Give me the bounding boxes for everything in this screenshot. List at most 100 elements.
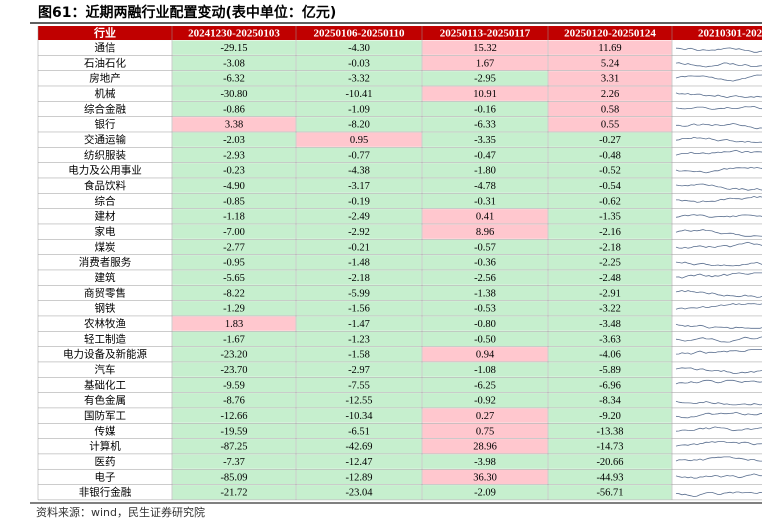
cell-bg: [172, 239, 296, 255]
cell-bg: [548, 423, 672, 439]
sparkline: [675, 261, 762, 267]
value-cell: -2.93: [223, 150, 245, 161]
sparkline: [675, 411, 762, 419]
value-cell: -0.77: [348, 150, 370, 161]
cell-bg: [172, 301, 296, 316]
value-cell: -3.08: [223, 58, 245, 69]
value-cell: -0.80: [474, 319, 496, 330]
cell-bg: [422, 439, 548, 454]
value-cell: -4.78: [474, 181, 496, 192]
cell-bg: [296, 439, 422, 454]
cell-bg: [548, 86, 672, 101]
sparkline: [675, 166, 762, 174]
cell-bg: [548, 193, 672, 209]
value-cell: -4.06: [599, 350, 621, 361]
value-cell: -5.65: [223, 273, 245, 284]
cell-bg: [172, 55, 296, 71]
value-cell: -87.25: [220, 442, 247, 453]
industry-cell: 家电: [95, 225, 116, 238]
sparkline: [675, 149, 762, 156]
industry-cell: 电力设备及新能源: [63, 348, 147, 361]
cell-bg: [422, 485, 548, 500]
cell-bg: [548, 469, 672, 485]
value-cell: -0.36: [474, 258, 496, 269]
cell-bg: [422, 362, 548, 377]
value-cell: -1.67: [223, 334, 245, 345]
sparkline: [675, 136, 762, 143]
column-header: 20250106-20250110: [313, 28, 405, 40]
cell-bg: [422, 239, 548, 255]
value-cell: -12.89: [345, 472, 372, 483]
value-cell: -3.32: [348, 74, 370, 85]
value-cell: -2.16: [599, 227, 621, 238]
industry-cell: 建筑: [95, 271, 116, 284]
cell-bg: [422, 163, 548, 178]
value-cell: 8.96: [476, 227, 494, 238]
cell-bg: [296, 193, 422, 209]
cell-bg: [548, 331, 672, 347]
industry-cell: 传媒: [95, 424, 116, 437]
value-cell: -1.38: [474, 288, 496, 299]
cell-bg: [422, 255, 548, 270]
sparkline: [675, 491, 762, 498]
cell-bg: [296, 270, 422, 285]
cell-bg: [548, 454, 672, 469]
cell-bg: [172, 454, 296, 469]
column-header: 20250120-20250124: [564, 28, 656, 40]
cell-bg: [172, 439, 296, 454]
value-cell: -20.66: [596, 457, 623, 468]
sparkline: [675, 92, 762, 99]
value-cell: -0.16: [474, 104, 496, 115]
cell-bg: [548, 147, 672, 163]
sparkline: [675, 426, 762, 432]
cell-bg: [422, 86, 548, 101]
industry-cell: 农林牧渔: [84, 317, 126, 330]
value-cell: -2.18: [348, 273, 370, 284]
value-cell: -2.09: [474, 488, 496, 499]
cell-bg: [172, 316, 296, 331]
cell-bg: [548, 101, 672, 117]
value-cell: -1.47: [348, 319, 370, 330]
value-cell: -12.47: [345, 457, 372, 468]
value-cell: -19.59: [220, 426, 247, 437]
value-cell: -1.58: [348, 350, 370, 361]
cell-bg: [296, 239, 422, 255]
cell-bg: [422, 301, 548, 316]
value-cell: -8.34: [599, 396, 622, 407]
sparkline: [675, 290, 762, 298]
value-cell: -5.99: [348, 288, 370, 299]
value-cell: -0.53: [474, 304, 496, 315]
value-cell: 15.32: [473, 43, 497, 54]
cell-bg: [296, 377, 422, 393]
cell-bg: [296, 331, 422, 347]
value-cell: -9.20: [599, 411, 621, 422]
cell-bg: [296, 163, 422, 178]
sparkline: [675, 105, 762, 110]
value-cell: -6.96: [599, 380, 621, 391]
cell-bg: [422, 393, 548, 408]
value-cell: -5.89: [599, 365, 621, 376]
industry-cell: 食品饮料: [84, 179, 126, 192]
industry-cell: 医药: [95, 456, 116, 468]
value-cell: -7.00: [223, 227, 245, 238]
cell-bg: [172, 147, 296, 163]
value-cell: -6.25: [474, 380, 496, 391]
cell-bg: [296, 40, 422, 55]
value-cell: -1.80: [474, 166, 496, 177]
cell-bg: [422, 469, 548, 485]
cell-bg: [422, 71, 548, 86]
cell-bg: [172, 331, 296, 347]
industry-cell: 消费者服务: [79, 256, 132, 269]
value-cell: -0.23: [223, 166, 245, 177]
cell-bg: [422, 55, 548, 71]
value-cell: 3.38: [225, 120, 243, 131]
industry-cell: 国防军工: [84, 409, 126, 422]
value-cell: -13.38: [596, 426, 623, 437]
industry-cell: 房地产: [89, 72, 121, 85]
cell-bg: [422, 347, 548, 362]
cell-bg: [422, 316, 548, 331]
value-cell: -3.35: [474, 135, 496, 146]
cell-bg: [548, 178, 672, 193]
industry-cell: 钢铁: [95, 302, 116, 315]
cell-bg: [296, 408, 422, 423]
